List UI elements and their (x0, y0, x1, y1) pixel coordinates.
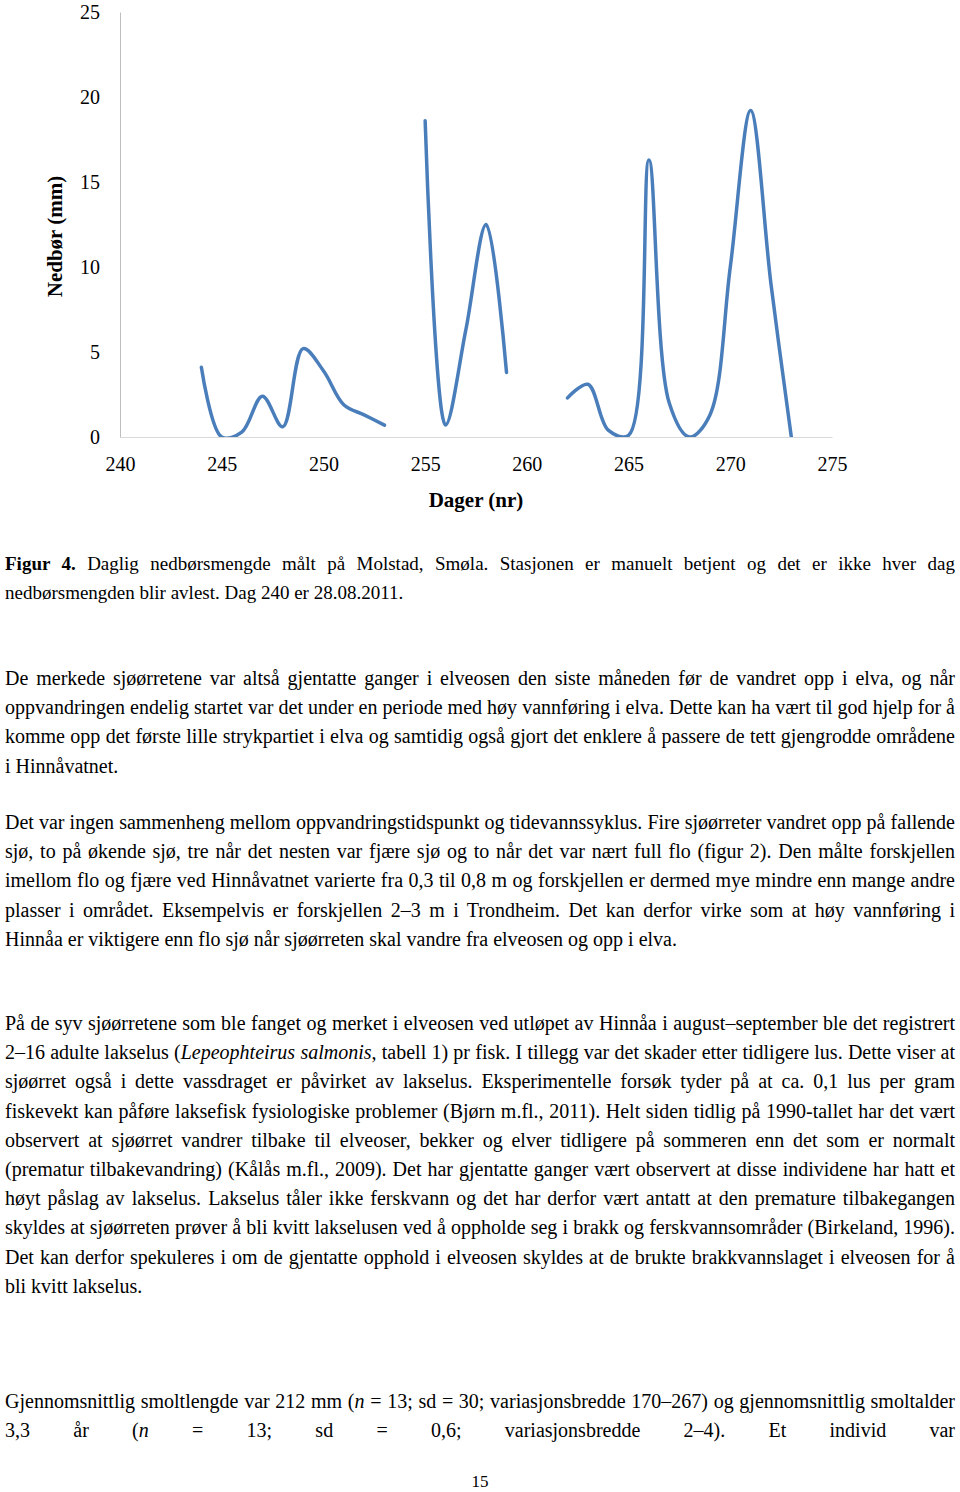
x-axis-title: Dager (nr) (429, 488, 524, 512)
y-tick: 10 (80, 256, 100, 278)
x-tick-label: 250 (309, 453, 339, 475)
figure-caption: Figur 4. Daglig nedbørsmengde målt på Mo… (5, 549, 955, 607)
x-tick-label: 245 (207, 453, 237, 475)
paragraph: De merkede sjøørretene var altså gjentat… (5, 664, 955, 781)
x-tick-label: 270 (716, 453, 746, 475)
x-tick-label: 255 (411, 453, 441, 475)
paragraph: Det var ingen sammenheng mellom oppvandr… (5, 808, 955, 954)
plot-area (201, 111, 791, 437)
y-axis-title: Nedbør (mm) (43, 176, 67, 298)
x-tick-label: 260 (512, 453, 542, 475)
text-run: = 13; sd = 0,6; variasjonsbredde 2–4). E… (149, 1419, 955, 1441)
text-run: n (139, 1419, 149, 1441)
precipitation-line (201, 111, 791, 437)
text-run: Lepeophteirus salmonis (181, 1041, 372, 1063)
x-tick-label: 265 (614, 453, 644, 475)
y-tick-label: 5 (90, 341, 100, 363)
paragraph: På de syv sjøørretene som ble fanget og … (5, 1009, 955, 1301)
y-axis-line (120, 13, 121, 438)
text-run: De merkede sjøørretene var altså gjentat… (5, 667, 955, 777)
chart: 240 245 250 255 260 265 270 275 0 5 10 15 20 25 Dager … (0, 0, 960, 520)
y-tick: 20 (80, 86, 100, 108)
y-tick-label: 0 (90, 426, 100, 448)
x-tick: 245 (207, 453, 237, 475)
x-tick-label: 275 (818, 453, 848, 475)
paragraph: Gjennomsnittlig smoltlengde var 212 mm (… (5, 1387, 955, 1445)
y-tick-label: 25 (80, 1, 100, 23)
y-tick: 0 (90, 426, 100, 448)
text-run: , tabell 1) pr fisk. I tillegg var det s… (5, 1041, 955, 1297)
y-tick-label: 10 (80, 256, 100, 278)
x-tick: 275 (818, 453, 848, 475)
x-tick: 260 (512, 453, 542, 475)
y-tick: 25 (80, 1, 100, 23)
y-tick: 5 (90, 341, 100, 363)
text-run: n (355, 1390, 365, 1412)
y-tick-label: 20 (80, 86, 100, 108)
x-tick: 240 (106, 453, 136, 475)
x-axis-line (121, 437, 833, 438)
page-number: 15 (0, 1472, 960, 1492)
x-tick-label: 240 (106, 453, 136, 475)
text-run: Daglig nedbørsmengde målt på Molstad, Sm… (5, 553, 955, 603)
text-run: Gjennomsnittlig smoltlengde var 212 mm ( (5, 1390, 355, 1412)
x-tick: 270 (716, 453, 746, 475)
text-run: Figur 4. (5, 553, 76, 574)
y-tick: 15 (80, 171, 100, 193)
text-run: Det var ingen sammenheng mellom oppvandr… (5, 811, 955, 950)
x-tick: 255 (411, 453, 441, 475)
y-axis: 0 5 10 15 20 25 (80, 1, 121, 448)
x-tick: 265 (614, 453, 644, 475)
x-axis: 240 245 250 255 260 265 270 275 (106, 438, 848, 476)
y-tick-label: 15 (80, 171, 100, 193)
x-tick: 250 (309, 453, 339, 475)
